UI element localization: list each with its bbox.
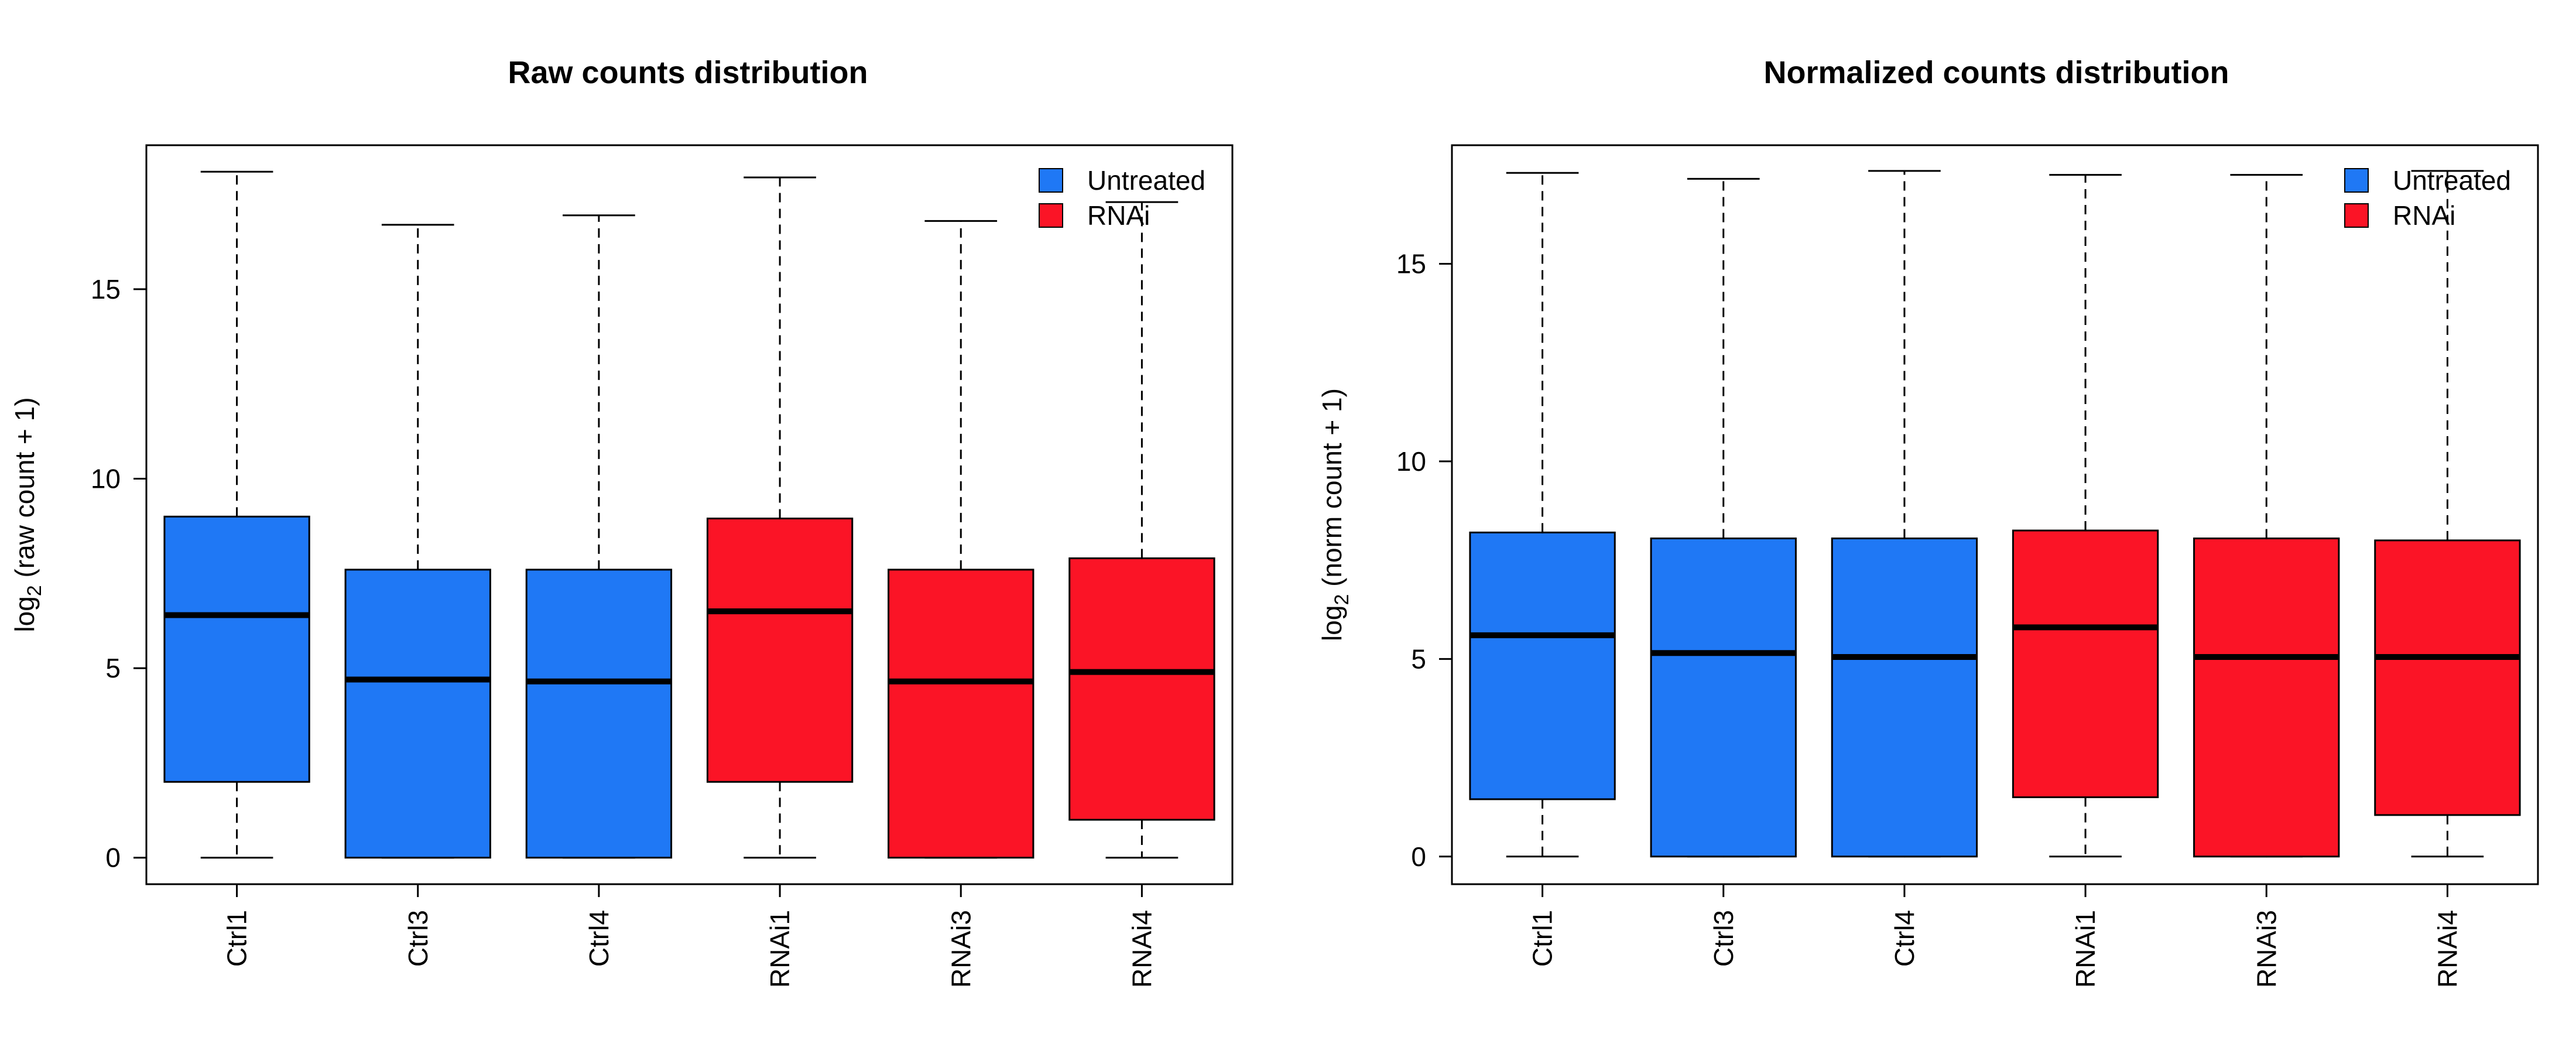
box-RNAi4 (2374, 539, 2521, 816)
chart-title: Raw counts distribution (508, 55, 868, 90)
box-RNAi3 (888, 569, 1034, 859)
box-Ctrl4 (1831, 537, 1978, 858)
y-axis-label-subscript: 2 (1331, 594, 1353, 605)
y-axis-label-suffix: (norm count + 1) (1317, 388, 1347, 594)
y-tick-label: 5 (1411, 644, 1426, 674)
plot-frame (145, 144, 1234, 885)
box-RNAi4 (1068, 557, 1215, 821)
legend-label-rnai: RNAi (2393, 200, 2455, 231)
x-tick-label: Ctrl3 (403, 910, 433, 967)
x-tick-label: RNAi1 (765, 910, 795, 988)
x-tick-label: RNAi3 (946, 910, 976, 988)
chart-title: Normalized counts distribution (1763, 55, 2229, 90)
legend-swatch-untreated (2344, 168, 2369, 193)
plot-frame (1451, 144, 2539, 885)
x-tick-label: Ctrl4 (1889, 910, 1920, 967)
legend-swatch-rnai (1039, 203, 1063, 228)
x-tick-label: RNAi1 (2070, 910, 2101, 988)
box-Ctrl1 (163, 515, 310, 783)
x-tick-label: RNAi3 (2251, 910, 2282, 988)
legend-swatch-untreated (1039, 168, 1063, 193)
y-axis-label-prefix: log (9, 596, 40, 632)
box-Ctrl3 (1650, 537, 1797, 858)
x-tick-label: Ctrl1 (222, 910, 252, 967)
y-tick-label: 0 (105, 843, 121, 873)
box-RNAi1 (2012, 529, 2159, 799)
x-tick-label: Ctrl3 (1708, 910, 1739, 967)
box-Ctrl4 (525, 569, 673, 859)
x-tick-label: Ctrl1 (1527, 910, 1558, 967)
y-tick-label: 10 (91, 464, 121, 494)
y-tick-label: 15 (1396, 248, 1426, 279)
x-tick-label: Ctrl4 (584, 910, 614, 967)
legend-label-untreated: Untreated (1087, 165, 1205, 196)
y-tick-label: 15 (91, 274, 121, 304)
y-axis-label-subscript: 2 (23, 585, 46, 596)
box-Ctrl3 (344, 569, 491, 859)
raw-counts-panel: Raw counts distribution 0 5 10 15 log2 (raw c… (9, 55, 1234, 988)
legend-label-rnai: RNAi (1087, 200, 1150, 231)
box-RNAi3 (2193, 537, 2340, 858)
y-tick-label: 5 (105, 653, 121, 683)
y-axis-label-suffix: (raw count + 1) (9, 397, 40, 585)
normalized-counts-panel: Normalized counts distribution 0 5 10 15 log2… (1317, 55, 2539, 988)
y-tick-label: 10 (1396, 446, 1426, 477)
y-axis-label: log2 (norm count + 1) (1317, 388, 1353, 641)
y-axis-label: log2 (raw count + 1) (9, 397, 46, 632)
x-tick-label: RNAi4 (1126, 910, 1157, 988)
legend-label-untreated: Untreated (2393, 165, 2511, 196)
box-RNAi1 (706, 517, 854, 783)
y-axis-label-prefix: log (1317, 605, 1347, 641)
box-Ctrl1 (1469, 531, 1616, 800)
x-tick-label: RNAi4 (2432, 910, 2462, 988)
legend-swatch-rnai (2344, 203, 2369, 228)
y-tick-label: 0 (1411, 841, 1426, 872)
